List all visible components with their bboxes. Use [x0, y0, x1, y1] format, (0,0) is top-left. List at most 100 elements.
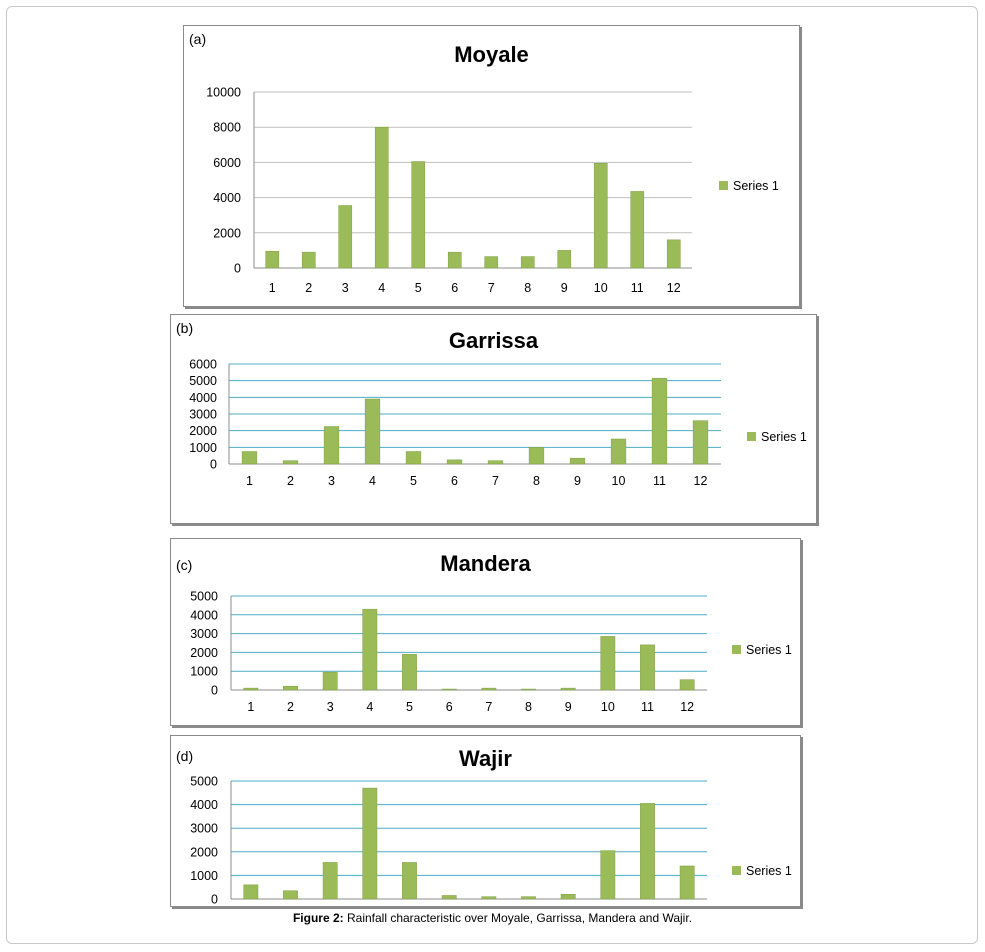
x-tick-label: 3	[342, 281, 349, 295]
y-tick-label: 5000	[190, 775, 218, 789]
x-tick-label: 10	[594, 281, 608, 295]
legend-swatch	[732, 645, 741, 654]
bar	[679, 679, 695, 691]
x-tick-label: 8	[525, 700, 532, 714]
y-tick-label: 0	[211, 893, 218, 907]
x-tick-label: 10	[601, 700, 615, 714]
x-tick-label: 6	[451, 281, 458, 295]
x-tick-label: 2	[287, 700, 294, 714]
y-tick-label: 4000	[213, 191, 241, 205]
x-tick-label: 3	[328, 474, 335, 488]
y-tick-label: 4000	[189, 391, 217, 405]
y-tick-label: 2000	[213, 226, 241, 240]
bar	[640, 644, 655, 691]
chart-panel-garrissa: (b) Garrissa 0 1000 2000 3000 4000 5000 6000 1 2…	[170, 314, 817, 524]
y-tick-label: 1000	[189, 441, 217, 455]
x-tick-label: 12	[680, 700, 694, 714]
panel-label: (a)	[189, 31, 207, 47]
y-tick-label: 2000	[190, 845, 218, 859]
legend-swatch	[732, 866, 741, 875]
x-tick-label: 9	[574, 474, 581, 488]
bar	[446, 459, 463, 465]
y-tick-label: 4000	[190, 608, 218, 622]
bar	[364, 398, 381, 465]
panel-label: (c)	[176, 557, 193, 573]
figure-frame	[6, 6, 978, 944]
y-tick-label: 6000	[189, 358, 217, 372]
bar	[322, 862, 338, 900]
x-tick-label: 4	[366, 700, 373, 714]
bar	[528, 447, 545, 465]
bar	[265, 251, 280, 269]
y-tick-label: 8000	[213, 121, 241, 135]
bar	[243, 884, 259, 900]
bar	[484, 256, 499, 269]
y-tick-label: 3000	[190, 822, 218, 836]
chart-title: Mandera	[440, 551, 531, 576]
chart-svg-wajir: 0 1000 2000 3000 4000 5000 Series 1	[190, 775, 792, 907]
y-tick-label: 2000	[189, 424, 217, 438]
legend-label: Series 1	[733, 179, 779, 193]
y-tick-label: 6000	[213, 156, 241, 170]
x-tick-label: 5	[415, 281, 422, 295]
panel-label: (b)	[176, 320, 194, 336]
bar	[487, 460, 504, 465]
chart-title: Wajir	[459, 746, 512, 771]
x-tick-label: 1	[269, 281, 276, 295]
bar	[679, 865, 695, 900]
x-tick-label: 2	[305, 281, 312, 295]
x-tick-label: 1	[246, 474, 253, 488]
bar	[630, 191, 645, 269]
x-tick-label: 12	[667, 281, 681, 295]
figure-caption: Figure 2: Rainfall characteristic over M…	[0, 911, 985, 925]
bar	[282, 460, 299, 465]
chart-title: Garrissa	[448, 328, 539, 353]
bar	[600, 850, 616, 900]
chart-panel-moyale: (a) Moyale 0 2000 4000 6000 8000 10000 1 2 3 4 5 6 7…	[183, 25, 800, 307]
y-tick-label: 5000	[189, 374, 217, 388]
bar	[362, 787, 378, 900]
x-tick-label: 8	[524, 281, 531, 295]
x-tick-label: 11	[631, 281, 644, 295]
x-tick-label: 6	[451, 474, 458, 488]
bar	[301, 251, 316, 269]
chart-panel-mandera: (c) Mandera 0 1000 2000 3000 4000 5000 1 2 3 4 5 6 7…	[170, 538, 801, 726]
y-tick-label: 1000	[190, 665, 218, 679]
x-tick-label: 7	[485, 700, 492, 714]
x-tick-label: 11	[653, 474, 666, 488]
bar	[447, 251, 462, 269]
bar	[692, 420, 709, 465]
legend-swatch	[747, 432, 756, 441]
x-tick-label: 3	[327, 700, 334, 714]
legend-label: Series 1	[746, 864, 792, 878]
x-tick-label: 4	[378, 281, 385, 295]
bar	[610, 438, 627, 465]
bar	[441, 688, 457, 691]
y-tick-label: 3000	[189, 408, 217, 422]
caption-text: Rainfall characteristic over Moyale, Gar…	[346, 911, 693, 925]
bar	[362, 608, 378, 691]
y-tick-label: 1000	[190, 869, 218, 883]
y-tick-label: 0	[234, 262, 241, 276]
x-tick-label: 12	[694, 474, 708, 488]
bar	[411, 161, 426, 269]
bar	[338, 205, 353, 269]
bar	[569, 457, 586, 465]
bar	[651, 377, 668, 465]
bar	[243, 687, 259, 691]
x-tick-label: 7	[488, 281, 495, 295]
bar	[481, 896, 497, 900]
y-tick-label: 10000	[206, 86, 241, 100]
x-tick-label: 8	[533, 474, 540, 488]
y-tick-label: 3000	[190, 627, 218, 641]
x-tick-label: 6	[446, 700, 453, 714]
bar	[402, 654, 417, 691]
caption-label: Figure 2:	[292, 911, 344, 925]
y-tick-label: 4000	[190, 798, 218, 812]
bar	[600, 636, 616, 691]
x-tick-label: 10	[612, 474, 626, 488]
bar	[283, 890, 298, 900]
